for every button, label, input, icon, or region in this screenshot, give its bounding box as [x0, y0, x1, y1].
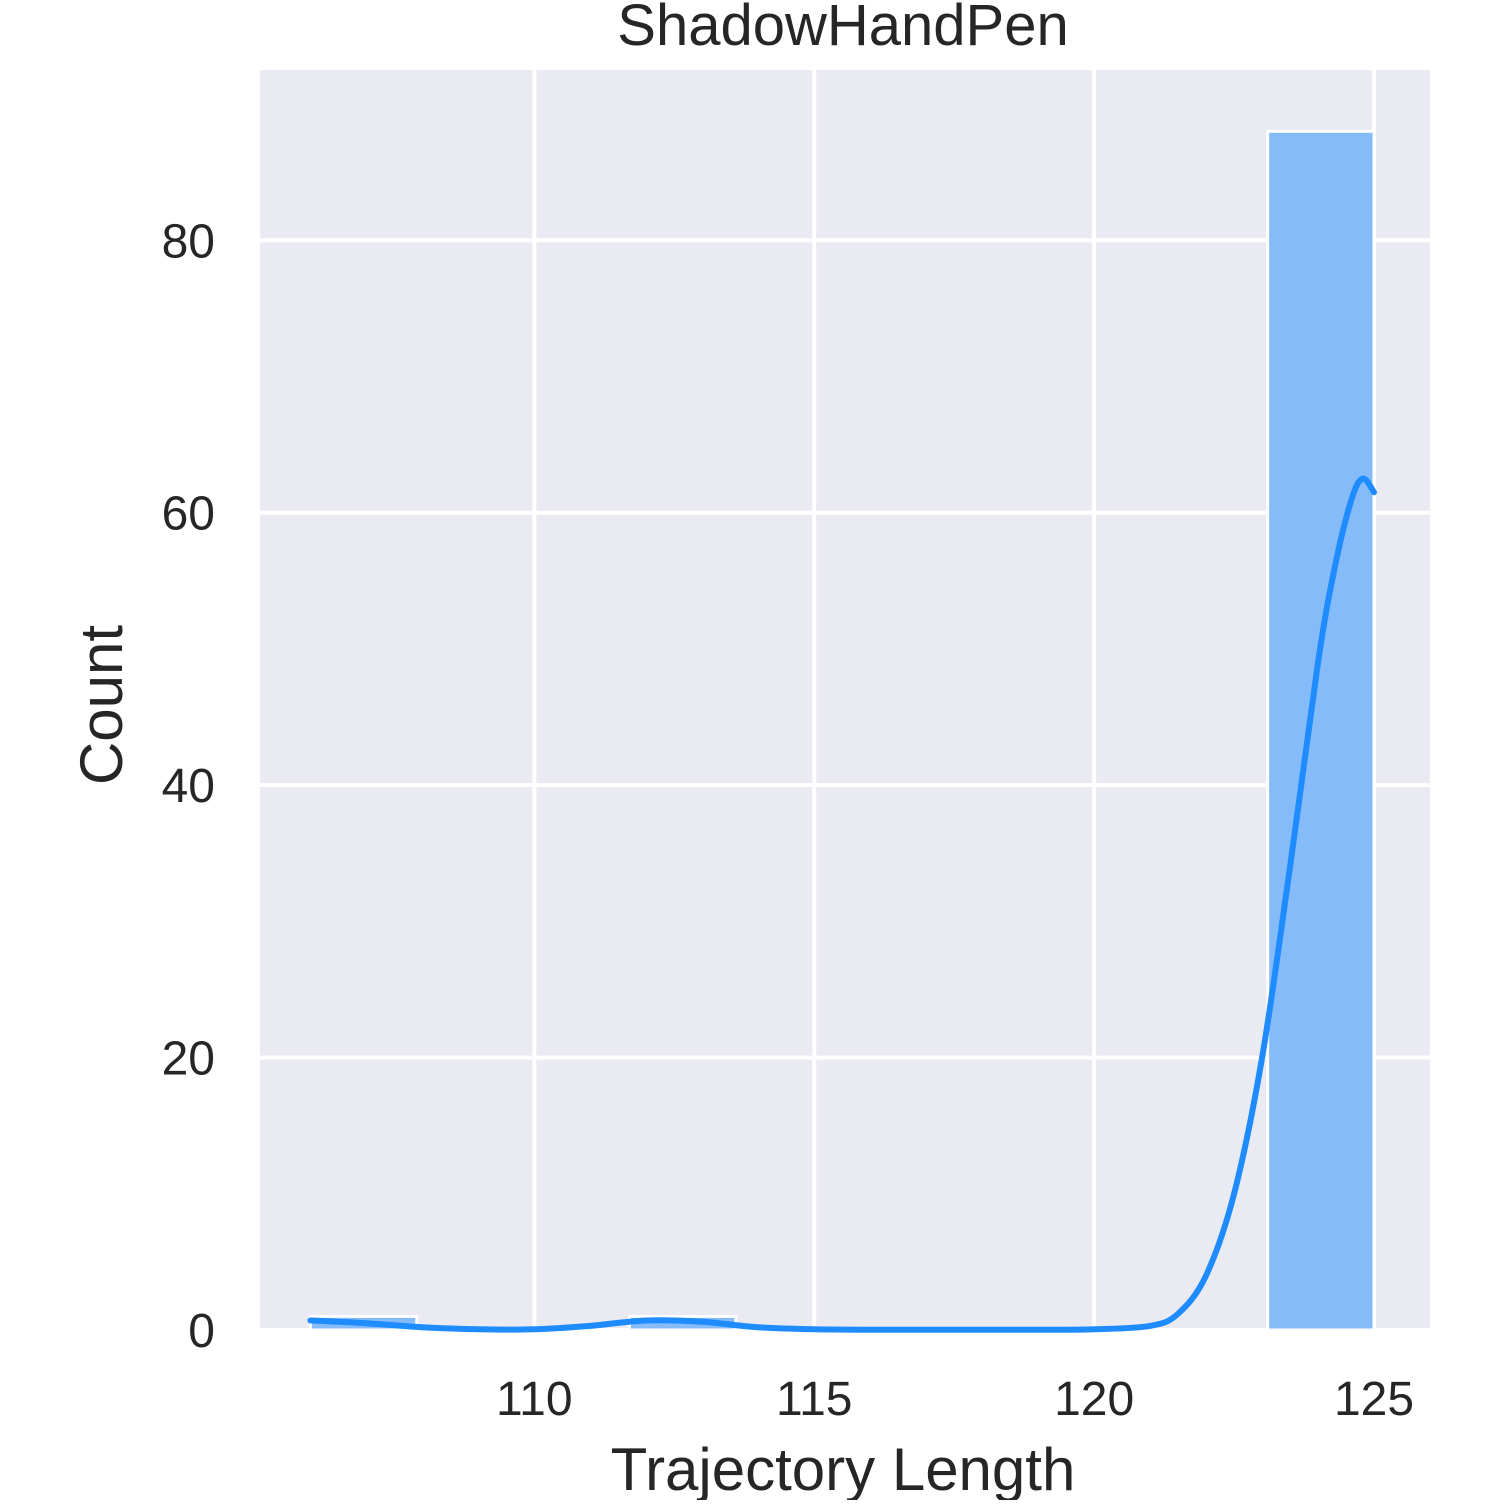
y-tick-label-3: 60 — [162, 488, 215, 541]
x-tick-label-1: 115 — [776, 1373, 853, 1426]
y-axis-label: Count — [68, 625, 135, 785]
chart-title: ShadowHandPen — [617, 0, 1068, 58]
histogram-bar-9 — [1266, 129, 1376, 1332]
y-tick-label-0: 0 — [188, 1305, 215, 1358]
plot-area — [260, 70, 1430, 1330]
y-tick-label-2: 40 — [162, 760, 215, 813]
x-axis-ticks: 110 115 120 125 — [496, 1373, 1414, 1426]
y-tick-label-1: 20 — [162, 1033, 215, 1086]
x-tick-label-0: 110 — [496, 1373, 573, 1426]
x-tick-label-3: 125 — [1334, 1373, 1414, 1426]
kde-curve-group — [307, 475, 1377, 1333]
kde-line — [307, 475, 1377, 1333]
x-axis-label: Trajectory Length — [611, 1436, 1076, 1500]
y-tick-label-4: 80 — [162, 215, 215, 268]
y-axis-ticks: 0 20 40 60 80 — [162, 215, 215, 1358]
x-tick-label-2: 120 — [1054, 1373, 1134, 1426]
